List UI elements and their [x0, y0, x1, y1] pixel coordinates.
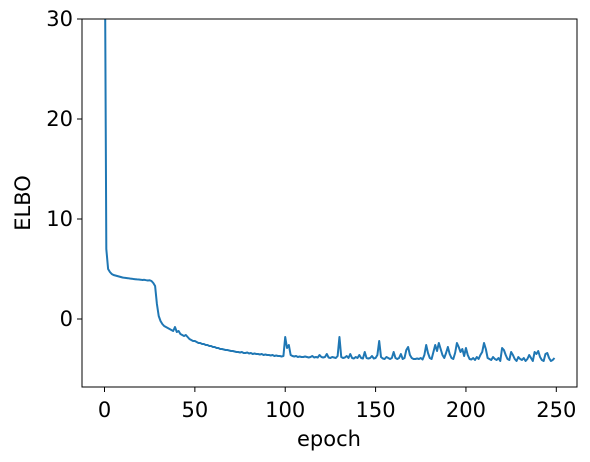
plot-frame [81, 18, 578, 388]
x-tick-label: 50 [181, 398, 208, 422]
y-tick-label: 10 [46, 207, 73, 231]
x-tick-label: 200 [446, 398, 486, 422]
y-tick-label: 0 [60, 307, 73, 331]
x-tick-label: 100 [265, 398, 305, 422]
x-tick-label: 150 [356, 398, 396, 422]
y-axis-label: ELBO [11, 175, 35, 231]
y-tick-label: 20 [46, 107, 73, 131]
x-tick-label: 0 [98, 398, 111, 422]
x-tick-label: 250 [536, 398, 576, 422]
data-line [104, 19, 556, 362]
x-axis-label: epoch [297, 427, 361, 451]
y-tick-label: 30 [46, 7, 73, 31]
